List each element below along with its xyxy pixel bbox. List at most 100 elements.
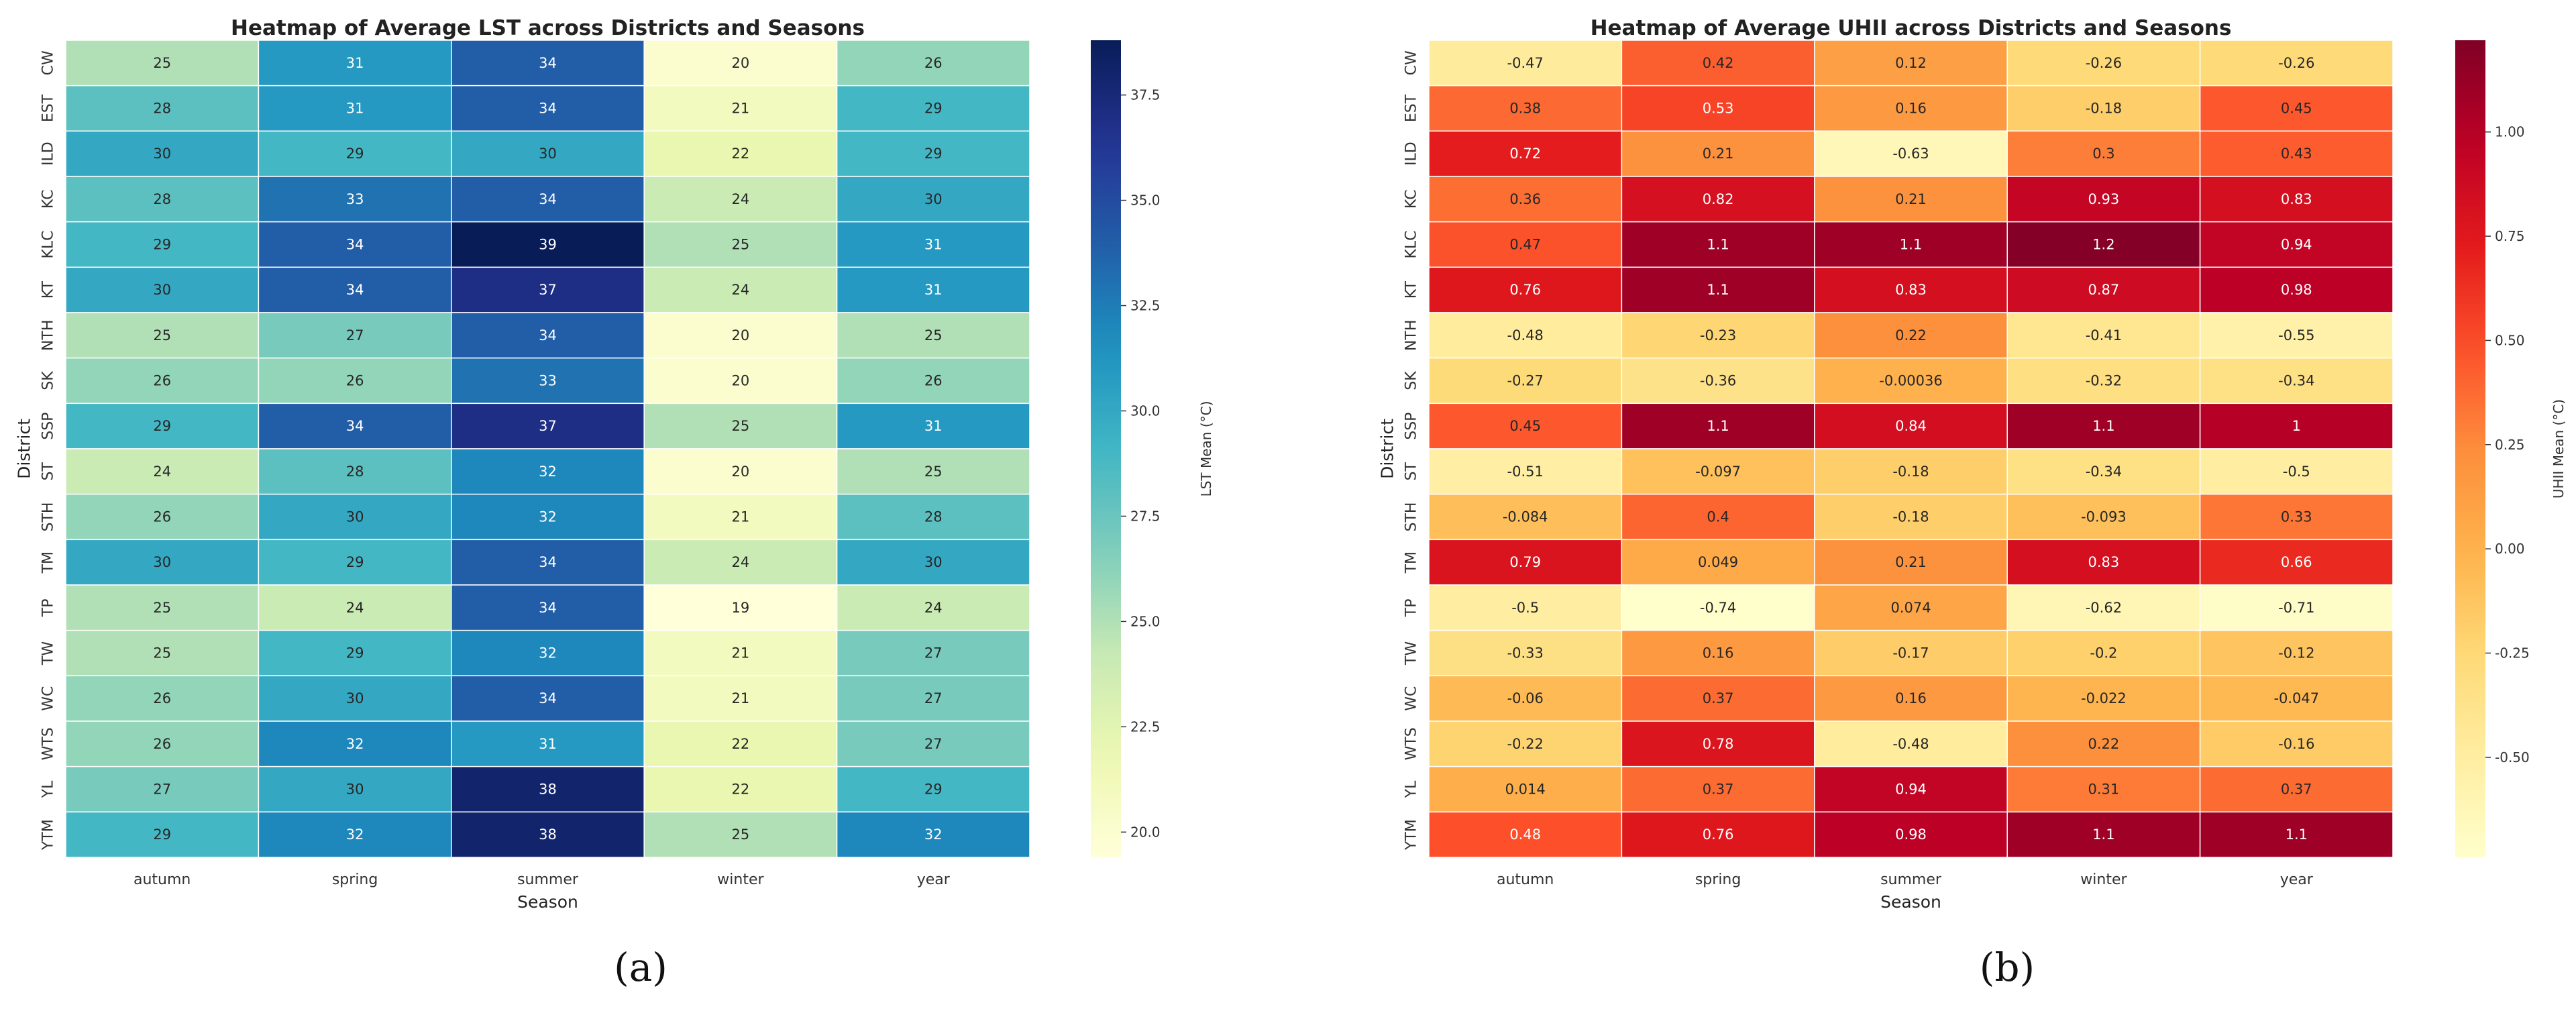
panel-a-cell-label-STH-year: 28 <box>924 509 943 525</box>
panel-a-cell-label-TP-autumn: 25 <box>153 600 171 616</box>
panel-b-cell-KLC-winter <box>2006 221 2201 268</box>
panel-b-cell-SK-autumn <box>1428 357 1623 405</box>
panel-b-cell-label-KT-spring: 1.1 <box>1707 282 1729 298</box>
panel-b-cell-KLC-autumn <box>1428 221 1623 268</box>
panel-a-cell-SK-summer <box>451 357 645 405</box>
panel-a-ytick-SK: SK <box>40 371 57 390</box>
panel-a-cell-label-TP-summer: 34 <box>539 600 557 616</box>
panel-b-colorbar-tick-label--0.50: -0.50 <box>2495 749 2530 765</box>
panel-b-ytick-KT: KT <box>1403 281 1420 299</box>
panel-a-cell-SK-spring <box>258 357 452 405</box>
panel-a-cell-label-WTS-year: 27 <box>924 736 943 752</box>
panel-a-cell-label-YL-autumn: 27 <box>153 782 171 798</box>
panel-b-ytick-STH: STH <box>1403 502 1420 532</box>
panel-b-cell-label-EST-year: 0.45 <box>2281 101 2312 117</box>
panel-a-cell-label-KLC-spring: 34 <box>346 237 364 253</box>
panel-a-cell-label-ILD-year: 29 <box>924 146 943 162</box>
panel-a-cell-label-WC-summer: 34 <box>539 690 557 706</box>
panel-a-cell-label-ST-year: 25 <box>924 464 943 480</box>
panel-a-cell-STH-year <box>836 493 1030 541</box>
panel-b-cell-label-WTS-spring: 0.78 <box>1703 736 1734 752</box>
panel-b-ytick-KLC: KLC <box>1403 230 1420 258</box>
panel-a-colorbar-tick-label-32.5: 32.5 <box>1130 298 1161 314</box>
panel-a-cell-label-WTS-autumn: 26 <box>153 736 171 752</box>
panel-a-cell-label-NTH-autumn: 25 <box>153 327 171 343</box>
panel-a-cell-label-YTM-spring: 32 <box>346 826 364 843</box>
panel-a-cell-WC-spring <box>258 675 452 722</box>
panel-a-cell-label-SK-year: 26 <box>924 373 943 389</box>
panel-b-cell-WTS-year <box>2199 720 2394 767</box>
panel-b-cell-label-ILD-winter: 0.3 <box>2092 146 2114 162</box>
panel-a-colorbar-tick-label-25.0: 25.0 <box>1130 613 1161 629</box>
panel-b-cell-label-NTH-year: -0.55 <box>2278 327 2314 343</box>
panel-a-cell-TW-spring <box>258 629 452 677</box>
panel-a-cell-WC-summer <box>451 675 645 722</box>
panel-b-cell-YTM-summer <box>1814 811 2008 858</box>
panel-a-cell-label-WC-year: 27 <box>924 690 943 706</box>
panel-b-cell-label-EST-spring: 0.53 <box>1703 101 1734 117</box>
panel-a-cell-TP-autumn <box>65 584 260 631</box>
panel-a-cell-label-ILD-winter: 22 <box>732 146 750 162</box>
panel-b-cell-YTM-autumn <box>1428 811 1623 858</box>
panel-a-cell-STH-autumn <box>65 493 260 541</box>
panel-a-cell-YL-autumn <box>65 765 260 813</box>
panel-a-cell-label-KT-summer: 37 <box>539 282 557 298</box>
panel-a-cell-label-NTH-spring: 27 <box>346 327 364 343</box>
panel-b-cell-label-ST-winter: -0.34 <box>2086 464 2122 480</box>
panel-b-ytick-ILD: ILD <box>1403 142 1420 166</box>
panel-a-cell-SK-winter <box>643 357 838 405</box>
panel-a-cell-YTM-autumn <box>65 811 260 858</box>
panel-b-cell-CW-year <box>2199 40 2394 87</box>
panel-a-cell-EST-autumn <box>65 85 260 132</box>
panel-b-cell-SK-year <box>2199 357 2394 405</box>
panel-b-cell-label-KC-winter: 0.93 <box>2088 191 2120 207</box>
panel-b-colorbar-tick-label-0.00: 0.00 <box>2495 541 2525 557</box>
panel-b-cell-TM-spring <box>1621 539 1815 586</box>
panel-a-cell-label-STH-spring: 30 <box>346 509 364 525</box>
panel-b-cell-label-EST-autumn: 0.38 <box>1509 101 1541 117</box>
panel-a-cell-label-YTM-autumn: 29 <box>153 826 171 843</box>
panel-b-cell-label-KLC-autumn: 0.47 <box>1509 237 1541 253</box>
panel-a-cell-CW-winter <box>643 40 838 87</box>
panel-b-cell-label-TW-spring: 0.16 <box>1703 645 1734 661</box>
panel-b-cell-label-YL-spring: 0.37 <box>1703 782 1734 798</box>
panel-b-cell-label-TM-spring: 0.049 <box>1698 554 1738 570</box>
panel-b-cell-label-YTM-year: 1.1 <box>2286 826 2308 843</box>
panel-a-cell-TM-autumn <box>65 539 260 586</box>
panel-b-cell-label-NTH-autumn: -0.48 <box>1507 327 1544 343</box>
panel-b-cell-TW-summer <box>1814 629 2008 677</box>
panel-a-title: Heatmap of Average LST across Districts … <box>231 16 865 40</box>
panel-a-cell-label-TP-year: 24 <box>924 600 943 616</box>
panel-a-cell-label-EST-winter: 21 <box>732 101 750 117</box>
panel-a-cell-KLC-year <box>836 221 1030 268</box>
panel-a-cell-CW-year <box>836 40 1030 87</box>
panel-b-cell-label-SSP-spring: 1.1 <box>1707 418 1729 434</box>
panel-b-cell-EST-year <box>2199 85 2394 132</box>
panel-b-cell-CW-summer <box>1814 40 2008 87</box>
panel-b-cell-CW-spring <box>1621 40 1815 87</box>
panel-a-cell-label-STH-winter: 21 <box>732 509 750 525</box>
panel-b-colorbar-tick-label-1.00: 1.00 <box>2495 124 2525 140</box>
panel-a-cell-label-ST-spring: 28 <box>346 464 364 480</box>
panel-b-cell-SK-spring <box>1621 357 1815 405</box>
panel-a-cell-label-KC-summer: 34 <box>539 191 557 207</box>
panel-a-cell-label-KLC-year: 31 <box>924 237 943 253</box>
panel-b-cell-label-TM-winter: 0.83 <box>2088 554 2120 570</box>
panel-a-cell-label-TM-year: 30 <box>924 554 943 570</box>
panel-b-cell-label-SK-spring: -0.36 <box>1700 373 1736 389</box>
panel-b-cell-label-ILD-summer: -0.63 <box>1892 146 1929 162</box>
panel-b-cell-label-STH-summer: -0.18 <box>1892 509 1929 525</box>
panel-a-cell-KT-winter <box>643 266 838 313</box>
panel-a-cell-label-EST-spring: 31 <box>346 101 364 117</box>
panel-b-cell-STH-year <box>2199 493 2394 541</box>
panel-a-cell-NTH-autumn <box>65 312 260 359</box>
panel-a-cell-ST-winter <box>643 448 838 495</box>
panel-a-cell-label-TP-winter: 19 <box>732 600 750 616</box>
panel-b-cell-label-KC-spring: 0.82 <box>1703 191 1734 207</box>
panel-a-ytick-TW: TW <box>40 641 57 665</box>
panel-a-cell-SK-autumn <box>65 357 260 405</box>
panel-b-cell-SSP-spring <box>1621 403 1815 449</box>
panel-a-cell-label-KT-spring: 34 <box>346 282 364 298</box>
panel-b-cell-label-SK-autumn: -0.27 <box>1507 373 1544 389</box>
panel-b-cell-label-SSP-autumn: 0.45 <box>1509 418 1541 434</box>
